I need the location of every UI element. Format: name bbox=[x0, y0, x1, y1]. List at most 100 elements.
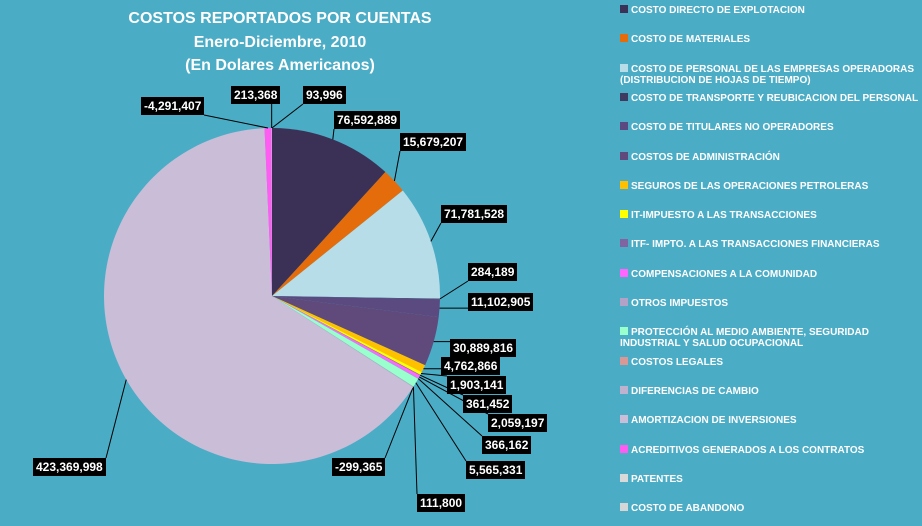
legend-label: COSTO DIRECTO DE EXPLOTACION bbox=[631, 5, 805, 16]
pie-slice bbox=[103, 128, 414, 464]
leader-line bbox=[417, 378, 483, 437]
legend-swatch bbox=[620, 444, 628, 453]
data-label: 111,800 bbox=[417, 494, 466, 512]
leader-line bbox=[393, 150, 401, 182]
legend-swatch bbox=[620, 151, 628, 160]
legend-swatch bbox=[620, 239, 628, 248]
pie-slice bbox=[272, 128, 386, 296]
legend-entry: DIFERENCIAS DE CAMBIO bbox=[620, 385, 759, 397]
leader-line bbox=[420, 373, 448, 377]
legend-label: COSTO DE ABANDONO bbox=[631, 503, 745, 515]
legend-entry: COSTOS LEGALES bbox=[620, 356, 724, 368]
leader-line bbox=[415, 382, 467, 462]
legend-entry: COSTO DE ABANDONO bbox=[620, 503, 744, 514]
pie-slice bbox=[272, 296, 419, 387]
legend-entry: SEGUROS DE LAS OPERACIONES PETROLERAS bbox=[620, 180, 869, 192]
pie-slice bbox=[272, 296, 440, 300]
data-label: 93,996 bbox=[303, 86, 346, 104]
pie-slice bbox=[272, 296, 419, 379]
legend-label: SEGUROS DE LAS OPERACIONES PETROLERAS bbox=[631, 180, 869, 192]
pie-slice bbox=[272, 296, 414, 388]
legend-entry: COSTO DE MATERIALES bbox=[620, 34, 750, 45]
legend-entry: ACREDITIVOS GENERADOS A LOS CONTRATOS bbox=[620, 444, 865, 456]
pie-slice bbox=[272, 190, 440, 299]
leader-line bbox=[384, 386, 414, 459]
legend-swatch bbox=[620, 63, 628, 72]
legend-entry: COSTO DIRECTO DE EXPLOTACION bbox=[620, 5, 805, 16]
legend-swatch bbox=[620, 503, 628, 512]
legend-label: ACREDITIVOS GENERADOS A LOS CONTRATOS bbox=[631, 444, 865, 456]
pie-slice bbox=[272, 296, 440, 318]
legend-swatch bbox=[620, 210, 628, 219]
legend-swatch bbox=[620, 5, 628, 13]
legend-swatch bbox=[620, 122, 628, 131]
legend-entry: COSTO DE TRANSPORTE Y REUBICACION DEL PE… bbox=[620, 92, 919, 104]
legend-swatch bbox=[620, 327, 628, 336]
data-label: 213,368 bbox=[231, 86, 281, 104]
data-label: 366,162 bbox=[482, 436, 532, 454]
data-label: 5,565,331 bbox=[466, 461, 526, 479]
data-label: 4,762,866 bbox=[441, 357, 501, 375]
legend-swatch bbox=[620, 415, 628, 424]
legend-entry: PROTECCIÓN AL MEDIO AMBIENTE, SEGURIDAD … bbox=[620, 327, 869, 349]
data-label: 284,189 bbox=[468, 263, 518, 281]
legend-entry: OTROS IMPUESTOS bbox=[620, 298, 728, 309]
legend-swatch bbox=[620, 385, 628, 394]
data-label: 30,889,816 bbox=[450, 339, 517, 357]
leader-line bbox=[332, 128, 335, 140]
legend-entry: PATENTES bbox=[620, 473, 683, 485]
data-label: 2,059,197 bbox=[488, 414, 548, 432]
chart-subtitle: Enero-Diciembre, 2010 bbox=[193, 34, 367, 51]
legend-entry: COSTO DE PERSONAL DE LAS EMPRESAS OPERAD… bbox=[620, 63, 915, 86]
legend-entry: COSTOS DE ADMINISTRACIÓN bbox=[620, 151, 780, 163]
legend-swatch bbox=[620, 180, 628, 189]
leader-line bbox=[430, 222, 442, 242]
data-label: 361,452 bbox=[463, 395, 513, 413]
data-label: 423,369,998 bbox=[33, 458, 106, 476]
legend-entry: AMORTIZACION DE INVERSIONES bbox=[620, 415, 797, 426]
data-label: 1,903,141 bbox=[447, 376, 507, 394]
pie-slice bbox=[272, 172, 403, 296]
data-label: 15,679,207 bbox=[400, 133, 467, 151]
data-label: 11,102,905 bbox=[468, 293, 534, 311]
leader-line bbox=[412, 386, 418, 495]
legend-label: IT-IMPUESTO A LAS TRANSACCIONES bbox=[631, 210, 817, 222]
legend-label: PATENTES bbox=[631, 473, 683, 485]
legend-swatch bbox=[620, 356, 628, 365]
legend-label: COSTO DE TITULARES NO OPERADORES bbox=[631, 122, 834, 134]
pie-slice bbox=[272, 296, 439, 366]
data-label: 76,592,889 bbox=[334, 111, 401, 129]
data-label: -4,291,407 bbox=[141, 97, 205, 115]
pie-slice bbox=[272, 296, 426, 373]
legend-label: DIFERENCIAS DE CAMBIO bbox=[631, 385, 759, 397]
chart-title: COSTOS REPORTADOS POR CUENTAS bbox=[128, 10, 432, 27]
legend-swatch bbox=[620, 92, 628, 101]
legend-label: AMORTIZACION DE INVERSIONES bbox=[631, 415, 797, 427]
chart-subtitle: (En Dolares Americanos) bbox=[185, 57, 375, 74]
data-label: 71,781,528 bbox=[441, 205, 508, 223]
legend-swatch bbox=[620, 34, 628, 43]
leader-line bbox=[105, 379, 127, 459]
legend-label: COSTO DE TRANSPORTE Y REUBICACION DEL PE… bbox=[631, 92, 919, 104]
legend-label: COSTO DE PERSONAL DE LAS EMPRESAS OPERAD… bbox=[620, 63, 915, 86]
legend-entry: IT-IMPUESTO A LAS TRANSACCIONES bbox=[620, 210, 817, 221]
legend-label: ITF- IMPTO. A LAS TRANSACCIONES FINANCIE… bbox=[631, 239, 880, 251]
legend-swatch bbox=[620, 473, 628, 482]
legend-entry: COMPENSACIONES A LA COMUNIDAD bbox=[620, 268, 818, 280]
legend-label: COSTO DE MATERIALES bbox=[631, 34, 751, 46]
legend-swatch bbox=[620, 268, 628, 277]
legend-label: OTROS IMPUESTOS bbox=[631, 298, 729, 309]
pie-slice bbox=[272, 296, 414, 387]
pie-slice bbox=[272, 296, 421, 376]
leader-line bbox=[271, 103, 304, 129]
legend-entry: COSTO DE TITULARES NO OPERADORES bbox=[620, 122, 834, 133]
legend-label: COMPENSACIONES A LA COMUNIDAD bbox=[631, 268, 818, 280]
data-label: -299,365 bbox=[332, 458, 386, 476]
legend-swatch bbox=[620, 298, 628, 306]
legend-label: COSTOS DE ADMINISTRACIÓN bbox=[631, 151, 780, 163]
leader-line bbox=[203, 114, 269, 129]
leader-line bbox=[439, 280, 469, 300]
legend-label: COSTOS LEGALES bbox=[631, 356, 724, 368]
